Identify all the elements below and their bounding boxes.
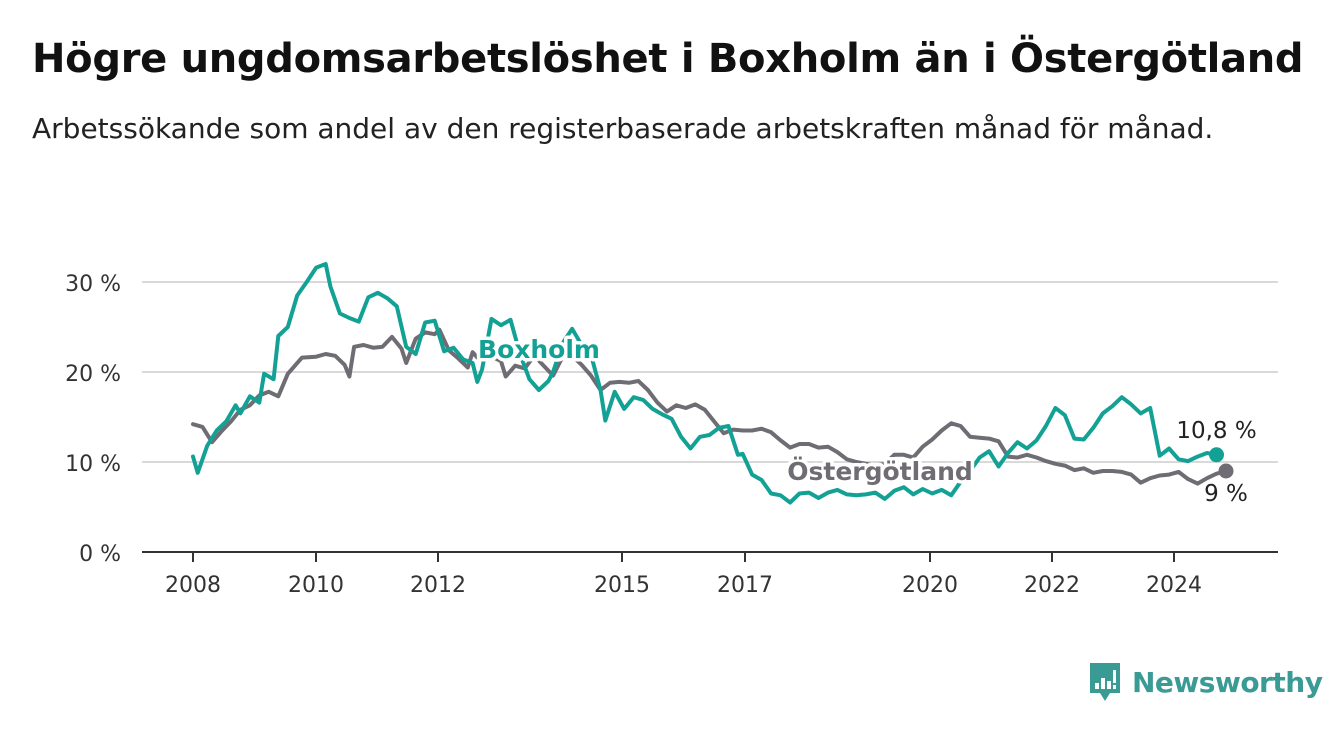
x-tick-label: 2022: [1024, 573, 1080, 598]
brand-name: Newsworthy: [1132, 665, 1323, 699]
x-tick-label: 2017: [717, 573, 773, 598]
y-tick-label: 20 %: [65, 362, 121, 387]
series-line-boxholm: [191, 262, 1219, 505]
x-tick-label: 2015: [594, 573, 650, 598]
series-label-halo: Boxholm: [478, 335, 600, 364]
end-point: [1209, 447, 1225, 463]
end-value-label: 9 %: [1204, 481, 1248, 507]
series-label-halo: Östergötland: [787, 456, 973, 486]
chart-title: Högre ungdomsarbetslöshet i Boxholm än i…: [32, 36, 1304, 82]
line-chart: 0 % 10 % 20 % 30 % 2008 2010 2012 2015 2017 2020 2…: [65, 262, 1278, 598]
y-tick-label: 10 %: [65, 452, 121, 477]
series-line-stergtland: [191, 327, 1228, 486]
newsworthy-brand: Newsworthy: [1088, 660, 1323, 704]
x-tick-label: 2020: [902, 573, 958, 598]
newsworthy-logo-icon: [1090, 663, 1120, 701]
x-tick-label: 2010: [288, 573, 344, 598]
x-tick-label: 2024: [1146, 573, 1202, 598]
end-value-label: 10,8 %: [1176, 418, 1256, 444]
series-labels: 9 %10,8 %BoxholmBoxholmÖstergötlandÖster…: [475, 332, 1257, 508]
x-tick-label: 2008: [165, 573, 221, 598]
series-label-boxholm: Boxholm: [478, 335, 600, 364]
series-label-stergtland: Östergötland: [787, 456, 973, 486]
axes: 0 % 10 % 20 % 30 % 2008 2010 2012 2015 2017 2020 2…: [65, 272, 1278, 598]
x-tick-label: 2012: [410, 573, 466, 598]
chart-subtitle: Arbetssökande som andel av den registerb…: [32, 112, 1214, 145]
end-point: [1218, 463, 1234, 479]
y-tick-label: 30 %: [65, 272, 121, 297]
y-tick-label: 0 %: [79, 542, 121, 567]
series-lines: [191, 262, 1234, 505]
